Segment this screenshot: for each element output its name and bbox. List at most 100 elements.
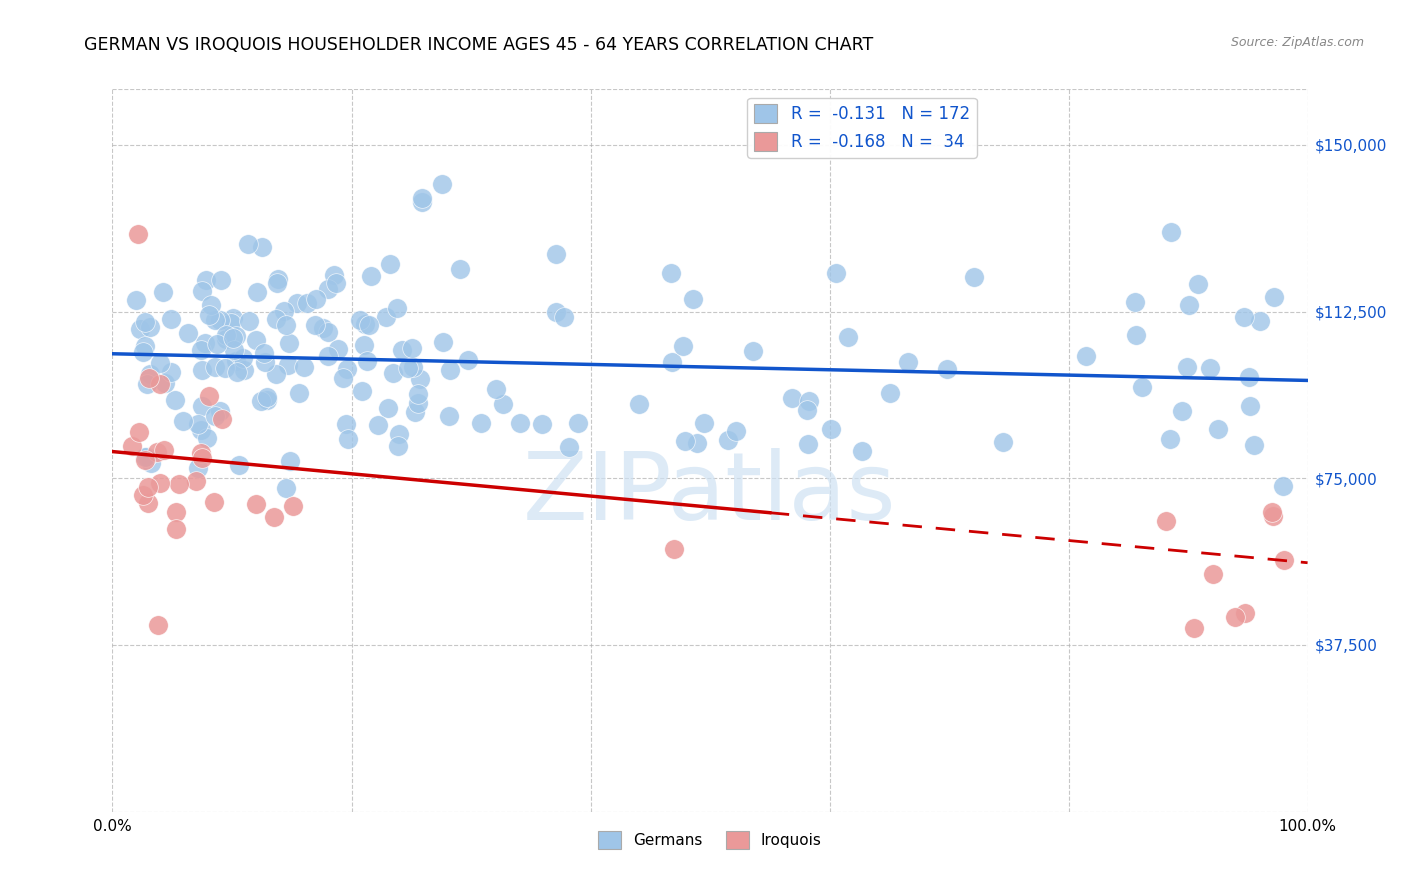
- Point: [360, 268, 382, 283]
- Point: [797, 394, 820, 409]
- Point: [253, 346, 276, 360]
- Point: [208, 403, 231, 417]
- Point: [485, 382, 508, 396]
- Point: [238, 314, 260, 328]
- Point: [159, 312, 181, 326]
- Point: [246, 285, 269, 299]
- Point: [305, 292, 328, 306]
- Point: [190, 445, 212, 459]
- Point: [411, 194, 433, 209]
- Point: [391, 343, 413, 357]
- Point: [204, 359, 226, 374]
- Point: [215, 328, 238, 343]
- Point: [281, 499, 304, 513]
- Point: [544, 305, 567, 319]
- Point: [250, 393, 273, 408]
- Point: [256, 390, 278, 404]
- Point: [437, 409, 460, 423]
- Point: [225, 354, 247, 368]
- Point: [936, 361, 959, 376]
- Point: [567, 417, 589, 431]
- Point: [335, 417, 357, 431]
- Point: [136, 480, 159, 494]
- Point: [139, 456, 162, 470]
- Point: [187, 417, 209, 431]
- Point: [1263, 290, 1285, 304]
- Point: [232, 351, 254, 365]
- Point: [1175, 360, 1198, 375]
- Point: [225, 329, 247, 343]
- Point: [1178, 298, 1201, 312]
- Point: [325, 277, 347, 291]
- Point: [191, 400, 214, 414]
- Point: [1170, 403, 1192, 417]
- Point: [408, 387, 430, 401]
- Point: [132, 345, 155, 359]
- Point: [685, 436, 707, 450]
- Point: [187, 461, 209, 475]
- Point: [1130, 380, 1153, 394]
- Point: [1206, 422, 1229, 436]
- Point: [153, 443, 176, 458]
- Point: [316, 325, 339, 339]
- Point: [149, 376, 172, 391]
- Point: [197, 308, 219, 322]
- Point: [177, 326, 200, 340]
- Point: [1198, 361, 1220, 376]
- Point: [439, 363, 461, 377]
- Point: [374, 310, 396, 324]
- Point: [1160, 225, 1182, 239]
- Point: [153, 376, 176, 391]
- Point: [879, 385, 901, 400]
- Point: [146, 445, 169, 459]
- Point: [1202, 566, 1225, 581]
- Point: [1154, 514, 1177, 528]
- Point: [273, 304, 295, 318]
- Point: [897, 355, 920, 369]
- Point: [824, 266, 846, 280]
- Point: [404, 405, 426, 419]
- Point: [167, 476, 190, 491]
- Point: [1123, 294, 1146, 309]
- Point: [332, 371, 354, 385]
- Point: [128, 425, 150, 439]
- Point: [963, 270, 986, 285]
- Point: [292, 359, 315, 374]
- Point: [1272, 553, 1295, 567]
- Point: [337, 433, 360, 447]
- Point: [1263, 508, 1285, 523]
- Point: [190, 343, 212, 357]
- Point: [381, 366, 404, 380]
- Point: [295, 295, 318, 310]
- Point: [165, 522, 187, 536]
- Point: [367, 417, 389, 432]
- Point: [209, 273, 232, 287]
- Point: [165, 393, 187, 408]
- Point: [194, 335, 217, 350]
- Point: [796, 403, 818, 417]
- Point: [377, 401, 399, 415]
- Point: [432, 177, 454, 191]
- Point: [276, 318, 298, 333]
- Point: [387, 439, 409, 453]
- Point: [1239, 399, 1261, 413]
- Point: [134, 450, 156, 464]
- Point: [659, 266, 682, 280]
- Point: [1159, 432, 1181, 446]
- Point: [401, 341, 423, 355]
- Point: [127, 227, 149, 241]
- Point: [219, 316, 242, 330]
- Point: [457, 353, 479, 368]
- Point: [359, 318, 381, 332]
- Point: [1237, 369, 1260, 384]
- Point: [165, 505, 187, 519]
- Point: [396, 360, 419, 375]
- Point: [277, 358, 299, 372]
- Point: [693, 416, 716, 430]
- Point: [207, 336, 229, 351]
- Point: [797, 437, 820, 451]
- Point: [627, 397, 650, 411]
- Point: [190, 363, 212, 377]
- Point: [742, 343, 765, 358]
- Point: [134, 315, 156, 329]
